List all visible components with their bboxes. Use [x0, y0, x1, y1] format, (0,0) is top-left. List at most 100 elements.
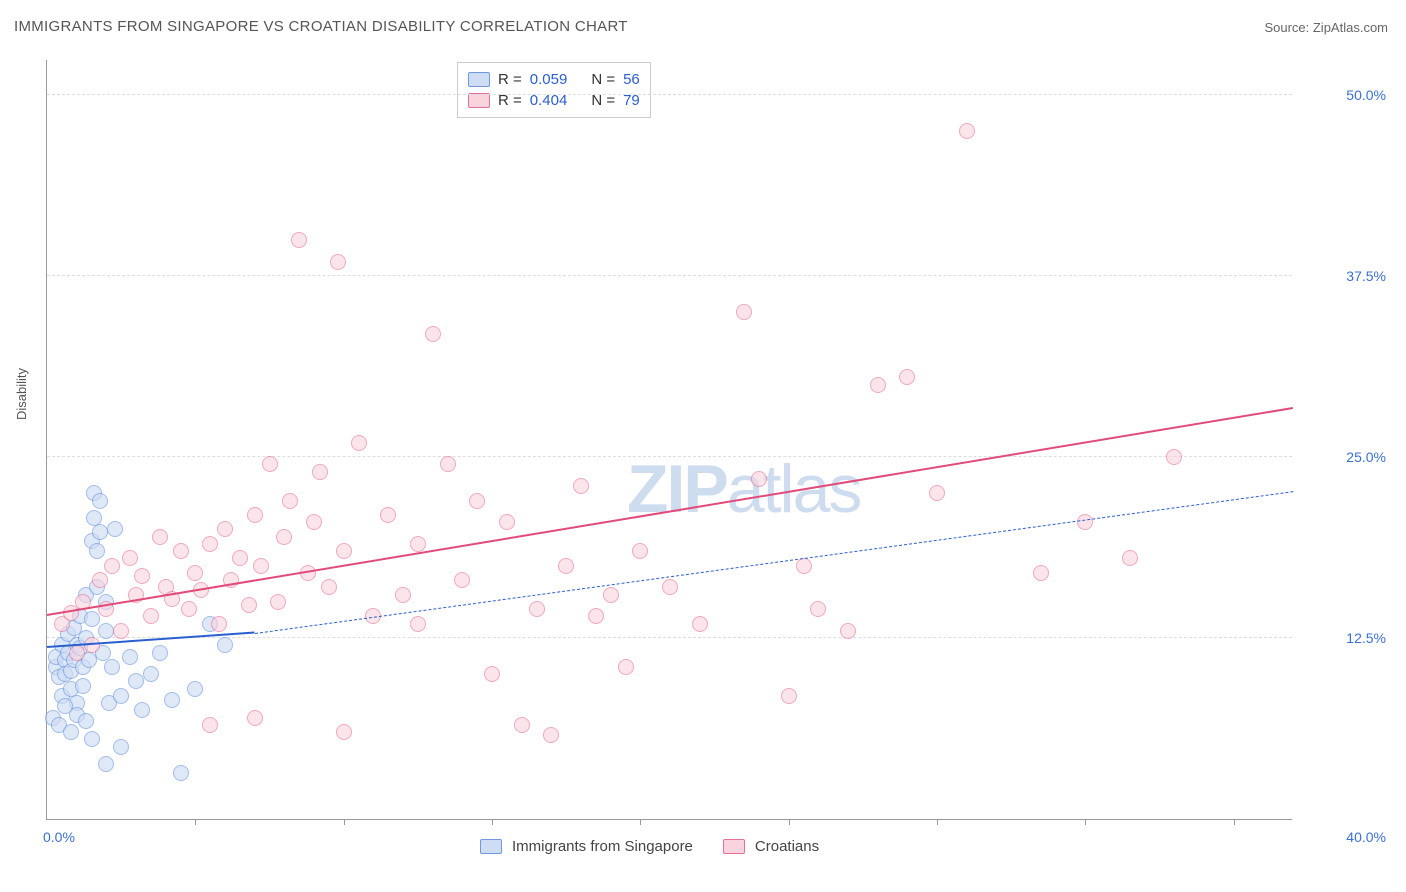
- legend-bottom-swatch-0: [480, 839, 502, 854]
- scatter-point: [84, 611, 100, 627]
- plot-area: ZIPatlas R = 0.059 N = 56 R = 0.404 N = …: [46, 60, 1292, 820]
- scatter-point: [60, 626, 76, 642]
- scatter-point: [66, 620, 82, 636]
- watermark: ZIPatlas: [627, 450, 860, 528]
- scatter-point: [247, 507, 263, 523]
- scatter-point: [57, 698, 73, 714]
- scatter-point: [89, 579, 105, 595]
- ytick-label: 25.0%: [1306, 449, 1386, 465]
- scatter-point: [395, 587, 411, 603]
- scatter-point: [306, 514, 322, 530]
- scatter-point: [484, 666, 500, 682]
- scatter-point: [469, 493, 485, 509]
- scatter-point: [211, 616, 227, 632]
- y-axis-label: Disability: [14, 368, 29, 420]
- scatter-point: [164, 692, 180, 708]
- scatter-point: [573, 478, 589, 494]
- scatter-point: [1166, 449, 1182, 465]
- scatter-point: [410, 616, 426, 632]
- scatter-point: [751, 471, 767, 487]
- legend-swatch-1: [468, 93, 490, 108]
- scatter-point: [529, 601, 545, 617]
- scatter-point: [781, 688, 797, 704]
- scatter-point: [1122, 550, 1138, 566]
- scatter-point: [202, 616, 218, 632]
- scatter-point: [75, 678, 91, 694]
- scatter-point: [173, 543, 189, 559]
- legend-n-value-0: 56: [623, 71, 640, 88]
- legend-swatch-0: [468, 72, 490, 87]
- scatter-point: [107, 521, 123, 537]
- scatter-point: [618, 659, 634, 675]
- xtick: [640, 819, 641, 825]
- scatter-point: [89, 543, 105, 559]
- scatter-point: [63, 681, 79, 697]
- scatter-point: [321, 579, 337, 595]
- xtick: [344, 819, 345, 825]
- scatter-point: [134, 702, 150, 718]
- scatter-point: [84, 533, 100, 549]
- scatter-point: [959, 123, 975, 139]
- scatter-point: [632, 543, 648, 559]
- scatter-point: [113, 688, 129, 704]
- scatter-point: [899, 369, 915, 385]
- scatter-point: [54, 616, 70, 632]
- scatter-point: [84, 637, 100, 653]
- scatter-point: [736, 304, 752, 320]
- scatter-point: [78, 587, 94, 603]
- scatter-point: [603, 587, 619, 603]
- scatter-point: [241, 597, 257, 613]
- xtick: [492, 819, 493, 825]
- scatter-point: [51, 717, 67, 733]
- scatter-point: [202, 717, 218, 733]
- scatter-point: [262, 456, 278, 472]
- legend-n-label-0: N =: [591, 71, 615, 88]
- scatter-point: [543, 727, 559, 743]
- scatter-point: [253, 558, 269, 574]
- scatter-point: [122, 550, 138, 566]
- legend-stats: R = 0.059 N = 56 R = 0.404 N = 79: [457, 62, 651, 118]
- scatter-point: [181, 601, 197, 617]
- scatter-point: [69, 707, 85, 723]
- legend-bottom-label-0: Immigrants from Singapore: [512, 838, 693, 855]
- scatter-point: [247, 710, 263, 726]
- scatter-point: [98, 756, 114, 772]
- trend-line: [255, 491, 1293, 634]
- scatter-point: [330, 254, 346, 270]
- scatter-point: [351, 435, 367, 451]
- scatter-point: [57, 652, 73, 668]
- scatter-point: [152, 645, 168, 661]
- scatter-point: [63, 663, 79, 679]
- scatter-point: [84, 731, 100, 747]
- scatter-point: [128, 673, 144, 689]
- scatter-point: [143, 666, 159, 682]
- scatter-point: [276, 529, 292, 545]
- scatter-point: [51, 669, 67, 685]
- scatter-point: [514, 717, 530, 733]
- ytick-label: 37.5%: [1306, 268, 1386, 284]
- scatter-point: [48, 659, 64, 675]
- scatter-point: [1033, 565, 1049, 581]
- scatter-point: [336, 543, 352, 559]
- grid-line: [47, 275, 1292, 276]
- scatter-point: [217, 521, 233, 537]
- scatter-point: [104, 659, 120, 675]
- scatter-point: [134, 568, 150, 584]
- scatter-point: [692, 616, 708, 632]
- scatter-point: [101, 695, 117, 711]
- scatter-point: [810, 601, 826, 617]
- legend-stats-row-1: R = 0.404 N = 79: [468, 90, 640, 111]
- x-origin-label: 0.0%: [43, 829, 75, 845]
- scatter-point: [143, 608, 159, 624]
- source-attribution: Source: ZipAtlas.com: [1264, 20, 1388, 35]
- scatter-point: [66, 652, 82, 668]
- ytick-label: 50.0%: [1306, 87, 1386, 103]
- scatter-point: [454, 572, 470, 588]
- xtick: [1234, 819, 1235, 825]
- scatter-point: [152, 529, 168, 545]
- scatter-point: [63, 724, 79, 740]
- xtick: [195, 819, 196, 825]
- grid-line: [47, 456, 1292, 457]
- scatter-point: [78, 713, 94, 729]
- trend-line: [47, 407, 1293, 616]
